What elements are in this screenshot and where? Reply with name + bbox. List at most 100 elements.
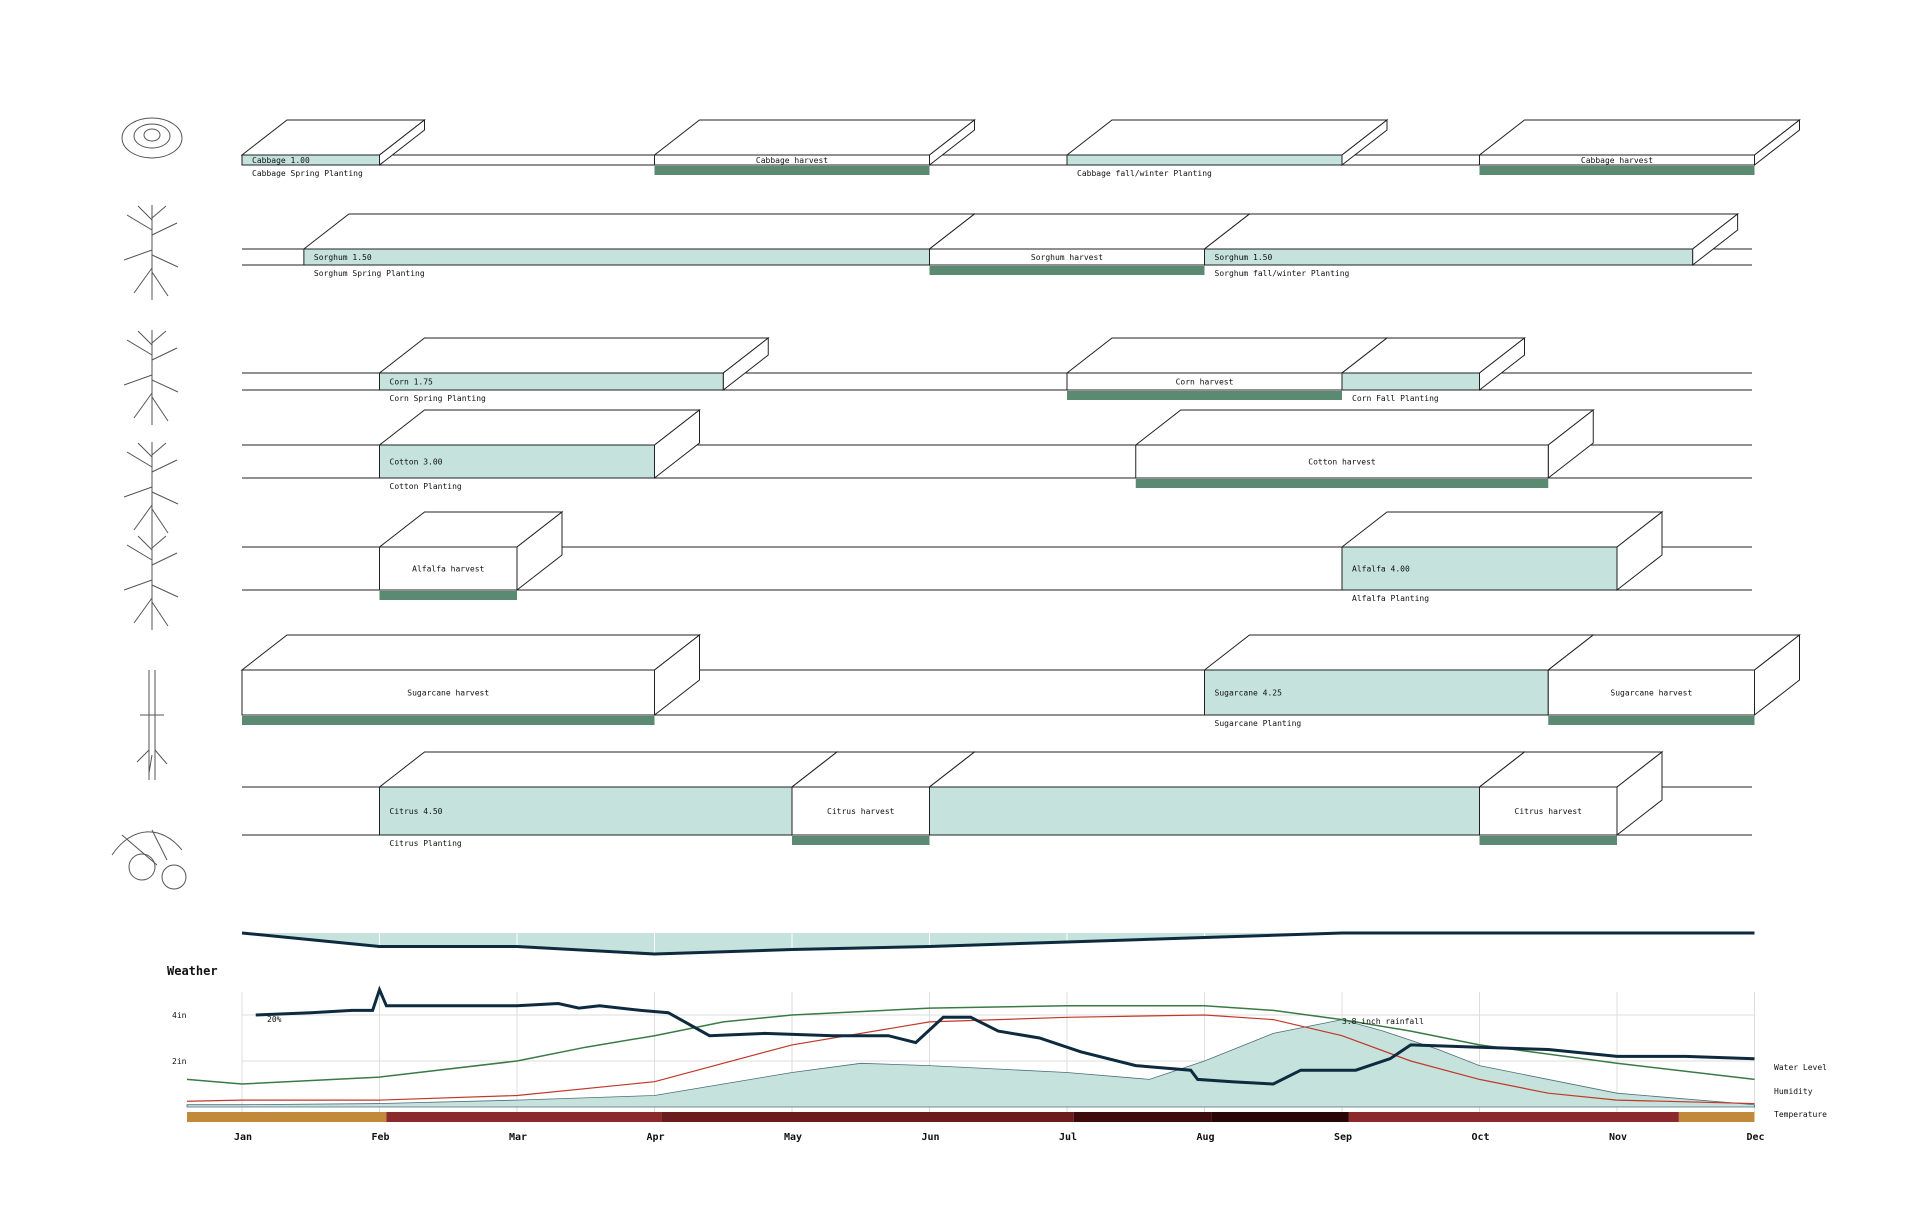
block-front-face — [654, 154, 930, 166]
block-front-face — [1135, 444, 1549, 479]
planting-block: Sugarcane 4.25 Sugarcane Planting — [1203, 633, 1595, 728]
month-label-dec: Dec — [1747, 1132, 1765, 1143]
block-sublabel: Sugarcane Planting — [1215, 719, 1302, 728]
block-top-face — [378, 751, 839, 788]
block-front-face — [241, 669, 655, 716]
cotton-icon — [123, 442, 179, 537]
temperature-band-segment — [1678, 1112, 1755, 1122]
block-sublabel: Sorghum Spring Planting — [314, 269, 425, 278]
block-front-face — [1204, 669, 1549, 716]
planting-block: Citrus 4.50 Citrus Planting — [378, 750, 839, 848]
block-sublabel: Alfalfa Planting — [1352, 594, 1429, 603]
harvest-bar — [1548, 716, 1755, 725]
citrus-icon — [111, 829, 187, 890]
legend-temperature: Temperature — [1774, 1110, 1827, 1119]
crop-row-sorghum: Sorghum 1.50 Sorghum Spring Planting Sorgh… — [242, 212, 1752, 278]
harvest-block: Sugarcane harvest — [1546, 633, 1801, 725]
series-water-level — [255, 985, 1755, 1086]
block-label: Sugarcane 4.25 — [1215, 689, 1283, 698]
block-front-face — [303, 248, 930, 266]
block-top-face — [928, 751, 1526, 788]
block-front-face — [1341, 372, 1480, 391]
temperature-band-segment — [386, 1112, 662, 1122]
weather-title: Weather — [167, 964, 218, 978]
y-tick-label: 4in — [172, 1011, 187, 1020]
block-label: Cabbage harvest — [1581, 156, 1653, 165]
block-front-face — [379, 444, 655, 479]
harvest-bar — [1067, 391, 1342, 400]
legend-water-level: Water Level — [1774, 1063, 1827, 1072]
planting-block: Corn 1.75 Corn Spring Planting — [378, 336, 770, 403]
block-top-face — [1134, 409, 1595, 446]
block-top-face — [1065, 119, 1389, 156]
block-top-face — [302, 213, 976, 250]
sorghum-icon — [123, 205, 179, 300]
crop-icons — [111, 117, 187, 890]
block-sublabel: Cotton Planting — [390, 482, 462, 491]
cabbage-icon — [121, 117, 183, 159]
block-top-face — [1065, 337, 1389, 374]
block-label: Alfalfa 4.00 — [1352, 565, 1410, 574]
planting-block: Cotton 3.00 Cotton Planting — [378, 408, 701, 491]
block-front-face — [1341, 546, 1618, 591]
block-sublabel: Sorghum fall/winter Planting — [1215, 269, 1350, 278]
sugarcane-icon — [136, 670, 168, 780]
crop-row-cotton: Cotton 3.00 Cotton Planting Cotton harvest — [242, 408, 1752, 491]
block-front-face — [929, 786, 1480, 836]
month-label-mar: Mar — [509, 1132, 527, 1143]
planting-block: Corn Fall Planting — [1340, 336, 1526, 403]
month-label-jan: Jan — [234, 1132, 252, 1143]
harvest-bar — [1135, 479, 1549, 488]
legend-humidity: Humidity — [1774, 1087, 1813, 1096]
harvest-block: Sorghum harvest — [928, 212, 1251, 275]
harvest-bar — [379, 591, 517, 600]
planting-block — [928, 750, 1526, 837]
harvest-bar — [1479, 836, 1617, 845]
month-label-sep: Sep — [1334, 1132, 1352, 1143]
harvest-bar — [1479, 166, 1755, 175]
block-label: Corn harvest — [1176, 378, 1234, 387]
block-top-face — [378, 337, 770, 374]
harvest-bar — [242, 716, 655, 725]
month-label-nov: Nov — [1609, 1132, 1627, 1143]
block-top-face — [1478, 119, 1801, 156]
block-front-face — [1479, 786, 1618, 836]
block-sublabel: Corn Spring Planting — [390, 394, 487, 403]
block-sublabel: Cabbage fall/winter Planting — [1077, 169, 1212, 178]
block-sublabel: Cabbage Spring Planting — [252, 169, 363, 178]
block-top-face — [240, 634, 701, 671]
block-label: Citrus harvest — [1515, 807, 1583, 816]
block-front-face — [379, 372, 724, 391]
harvest-block: Cotton harvest — [1134, 408, 1595, 488]
month-label-aug: Aug — [1197, 1132, 1215, 1143]
annotation-percent: 20% — [267, 1015, 282, 1024]
block-top-face — [1203, 213, 1740, 250]
block-front-face — [241, 154, 380, 166]
harvest-block: Cabbage harvest — [653, 118, 976, 175]
block-label: Sugarcane harvest — [407, 689, 489, 698]
planting-block: Cabbage fall/winter Planting — [1065, 118, 1389, 178]
block-label: Citrus harvest — [827, 807, 895, 816]
block-front-face — [1479, 154, 1755, 166]
block-label: Cabbage harvest — [756, 156, 828, 165]
harvest-block: Corn harvest — [1065, 336, 1389, 400]
harvest-bar — [792, 836, 930, 845]
planting-block: Sorghum 1.50 Sorghum fall/winter Planting — [1203, 212, 1740, 278]
block-label: Sorghum 1.50 — [1215, 253, 1273, 262]
alfalfa-icon — [123, 535, 179, 630]
series-humidity — [186, 1005, 1755, 1085]
crop-row-sugarcane: Sugarcane harvest Sugarcane 4.25Sugarcane… — [240, 633, 1801, 728]
crop-row-citrus: Citrus 4.50 Citrus Planting Citrus harvest… — [242, 750, 1752, 848]
block-label: Cotton harvest — [1308, 458, 1376, 467]
block-front-face — [1066, 154, 1343, 166]
block-top-face — [378, 409, 701, 446]
month-label-oct: Oct — [1472, 1132, 1490, 1143]
block-label: Sorghum harvest — [1031, 253, 1103, 262]
harvest-block: Cabbage harvest — [1478, 118, 1801, 175]
block-top-face — [1340, 511, 1664, 548]
block-top-face — [653, 119, 976, 156]
block-front-face — [379, 546, 518, 591]
